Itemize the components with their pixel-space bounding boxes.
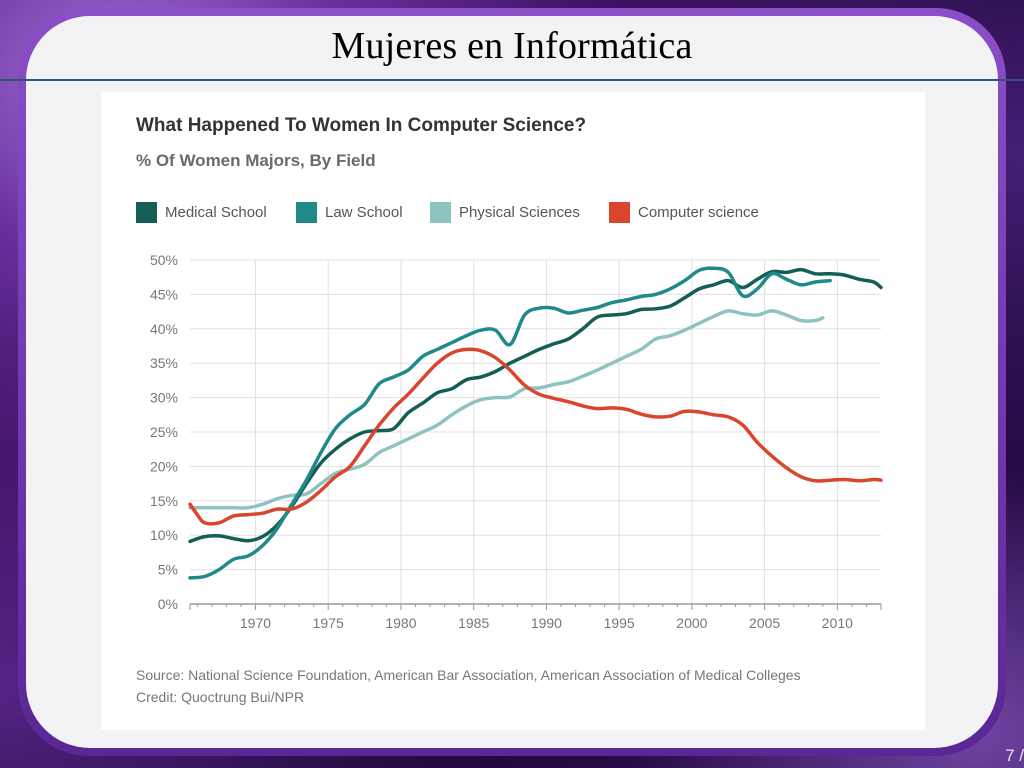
x-tick-label: 1985	[458, 615, 489, 631]
y-tick-label: 40%	[150, 321, 178, 337]
x-tick-label: 2005	[749, 615, 780, 631]
y-tick-label: 50%	[150, 252, 178, 268]
y-tick-label: 35%	[150, 355, 178, 371]
chart-legend: Medical School Law School Physical Scien…	[136, 202, 896, 224]
chart-subtitle: % Of Women Majors, By Field	[136, 151, 376, 170]
x-tick-label: 1975	[313, 615, 344, 631]
legend-swatch-computer-science	[609, 202, 630, 223]
legend-swatch-law-school	[296, 202, 317, 223]
legend-swatch-physical-sciences	[430, 202, 451, 223]
x-tick-label: 2000	[676, 615, 707, 631]
chart-credit-note: Credit: Quoctrung Bui/NPR	[136, 689, 305, 705]
legend-item-computer-science: Computer science	[609, 202, 759, 223]
y-tick-label: 45%	[150, 286, 178, 302]
x-tick-label: 1980	[385, 615, 416, 631]
y-tick-label: 0%	[158, 596, 178, 612]
chart-source-note: Source: National Science Foundation, Ame…	[136, 667, 801, 683]
x-tick-label: 1995	[604, 615, 635, 631]
legend-item-physical-sciences: Physical Sciences	[430, 202, 580, 223]
chart-title: What Happened To Women In Computer Scien…	[136, 115, 587, 136]
title-underline	[0, 79, 1024, 81]
legend-label: Law School	[325, 204, 403, 221]
legend-label: Computer science	[638, 204, 759, 221]
legend-item-medical-school: Medical School	[136, 202, 267, 223]
x-tick-label: 2010	[822, 615, 853, 631]
line-chart-plot: 0% 5% 10% 15% 20% 25% 30% 35% 40% 45% 50% 1970 1975 1…	[150, 252, 883, 631]
y-tick-label: 10%	[150, 527, 178, 543]
x-tick-label: 1990	[531, 615, 562, 631]
legend-item-law-school: Law School	[296, 202, 403, 223]
y-tick-label: 20%	[150, 458, 178, 474]
legend-label: Physical Sciences	[459, 204, 580, 221]
legend-swatch-medical-school	[136, 202, 157, 223]
y-tick-label: 25%	[150, 424, 178, 440]
series-line-physical-sciences	[188, 309, 825, 510]
y-tick-label: 15%	[150, 493, 178, 509]
legend-label: Medical School	[165, 204, 267, 221]
page-number: 7 /	[1005, 746, 1024, 765]
x-tick-label: 1970	[240, 615, 271, 631]
y-tick-label: 30%	[150, 390, 178, 406]
y-tick-label: 5%	[158, 562, 178, 578]
series-line-law-school	[188, 266, 832, 580]
series-line-computer-science	[188, 347, 883, 526]
chart-card: What Happened To Women In Computer Scien…	[101, 92, 925, 730]
slide-title: Mujeres en Informática	[331, 25, 693, 67]
